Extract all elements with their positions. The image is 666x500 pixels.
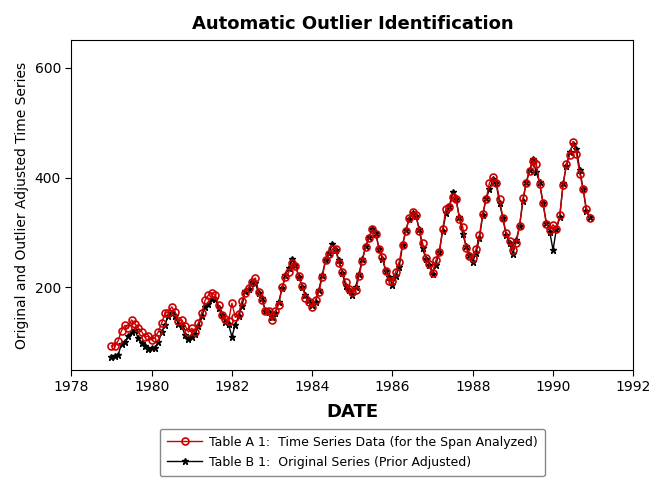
Y-axis label: Original and Outlier Adjusted Time Series: Original and Outlier Adjusted Time Serie… xyxy=(15,62,29,348)
Table B 1:  Original Series (Prior Adjusted): (1.99e+03, 328): Original Series (Prior Adjusted): (1.99e… xyxy=(586,214,594,220)
Table B 1:  Original Series (Prior Adjusted): (1.99e+03, 389): Original Series (Prior Adjusted): (1.99e… xyxy=(492,180,500,186)
Table A 1:  Time Series Data (for the Span Analyzed): (1.98e+03, 110): Time Series Data (for the Span Analyzed)… xyxy=(141,334,149,340)
Table B 1:  Original Series (Prior Adjusted): (1.98e+03, 93.3): Original Series (Prior Adjusted): (1.98e… xyxy=(141,343,149,349)
Table A 1:  Time Series Data (for the Span Analyzed): (1.98e+03, 141): Time Series Data (for the Span Analyzed)… xyxy=(178,317,186,323)
X-axis label: DATE: DATE xyxy=(326,402,378,420)
Table A 1:  Time Series Data (for the Span Analyzed): (1.99e+03, 365): Time Series Data (for the Span Analyzed)… xyxy=(449,194,457,200)
Table A 1:  Time Series Data (for the Span Analyzed): (1.99e+03, 327): Time Series Data (for the Span Analyzed)… xyxy=(586,215,594,221)
Table B 1:  Original Series (Prior Adjusted): (1.99e+03, 373): Original Series (Prior Adjusted): (1.99e… xyxy=(449,189,457,195)
Table B 1:  Original Series (Prior Adjusted): (1.99e+03, 462): Original Series (Prior Adjusted): (1.99e… xyxy=(569,140,577,146)
Table A 1:  Time Series Data (for the Span Analyzed): (1.99e+03, 465): Time Series Data (for the Span Analyzed)… xyxy=(569,138,577,144)
Table B 1:  Original Series (Prior Adjusted): (1.98e+03, 129): Original Series (Prior Adjusted): (1.98e… xyxy=(178,323,186,329)
Table A 1:  Time Series Data (for the Span Analyzed): (1.99e+03, 327): Time Series Data (for the Span Analyzed)… xyxy=(499,215,507,221)
Line: Table A 1:  Time Series Data (for the Span Analyzed): Table A 1: Time Series Data (for the Spa… xyxy=(108,138,593,350)
Table B 1:  Original Series (Prior Adjusted): (1.98e+03, 190): Original Series (Prior Adjusted): (1.98e… xyxy=(254,290,262,296)
Title: Automatic Outlier Identification: Automatic Outlier Identification xyxy=(192,15,513,33)
Table B 1:  Original Series (Prior Adjusted): (1.98e+03, 73.7): Original Series (Prior Adjusted): (1.98e… xyxy=(107,354,115,360)
Table A 1:  Time Series Data (for the Span Analyzed): (1.98e+03, 93.6): Time Series Data (for the Span Analyzed)… xyxy=(107,343,115,349)
Table A 1:  Time Series Data (for the Span Analyzed): (1.98e+03, 192): Time Series Data (for the Span Analyzed)… xyxy=(254,289,262,295)
Legend: Table A 1:  Time Series Data (for the Span Analyzed), Table B 1:  Original Serie: Table A 1: Time Series Data (for the Spa… xyxy=(160,429,545,476)
Line: Table B 1:  Original Series (Prior Adjusted): Table B 1: Original Series (Prior Adjust… xyxy=(109,140,593,360)
Table B 1:  Original Series (Prior Adjusted): (1.99e+03, 326): Original Series (Prior Adjusted): (1.99e… xyxy=(499,216,507,222)
Table A 1:  Time Series Data (for the Span Analyzed): (1.99e+03, 391): Time Series Data (for the Span Analyzed)… xyxy=(492,180,500,186)
